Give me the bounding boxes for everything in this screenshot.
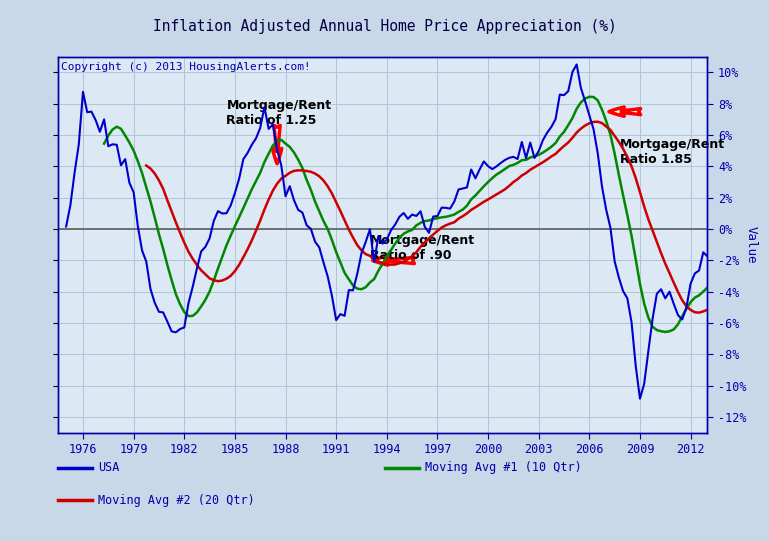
Y-axis label: Value: Value: [744, 226, 757, 263]
Text: USA: USA: [98, 461, 120, 474]
Text: Moving Avg #2 (20 Qtr): Moving Avg #2 (20 Qtr): [98, 494, 255, 507]
Text: Inflation Adjusted Annual Home Price Appreciation (%): Inflation Adjusted Annual Home Price App…: [152, 19, 617, 34]
Text: Copyright (c) 2013 HousingAlerts.com!: Copyright (c) 2013 HousingAlerts.com!: [61, 62, 311, 72]
Text: Mortgage/Rent
Ratio 1.85: Mortgage/Rent Ratio 1.85: [620, 138, 725, 166]
Text: Mortgage/Rent
Ratio of 1.25: Mortgage/Rent Ratio of 1.25: [226, 99, 331, 127]
Text: Moving Avg #1 (10 Qtr): Moving Avg #1 (10 Qtr): [425, 461, 582, 474]
Text: Mortgage/Rent
Ratio of .90: Mortgage/Rent Ratio of .90: [370, 234, 475, 262]
